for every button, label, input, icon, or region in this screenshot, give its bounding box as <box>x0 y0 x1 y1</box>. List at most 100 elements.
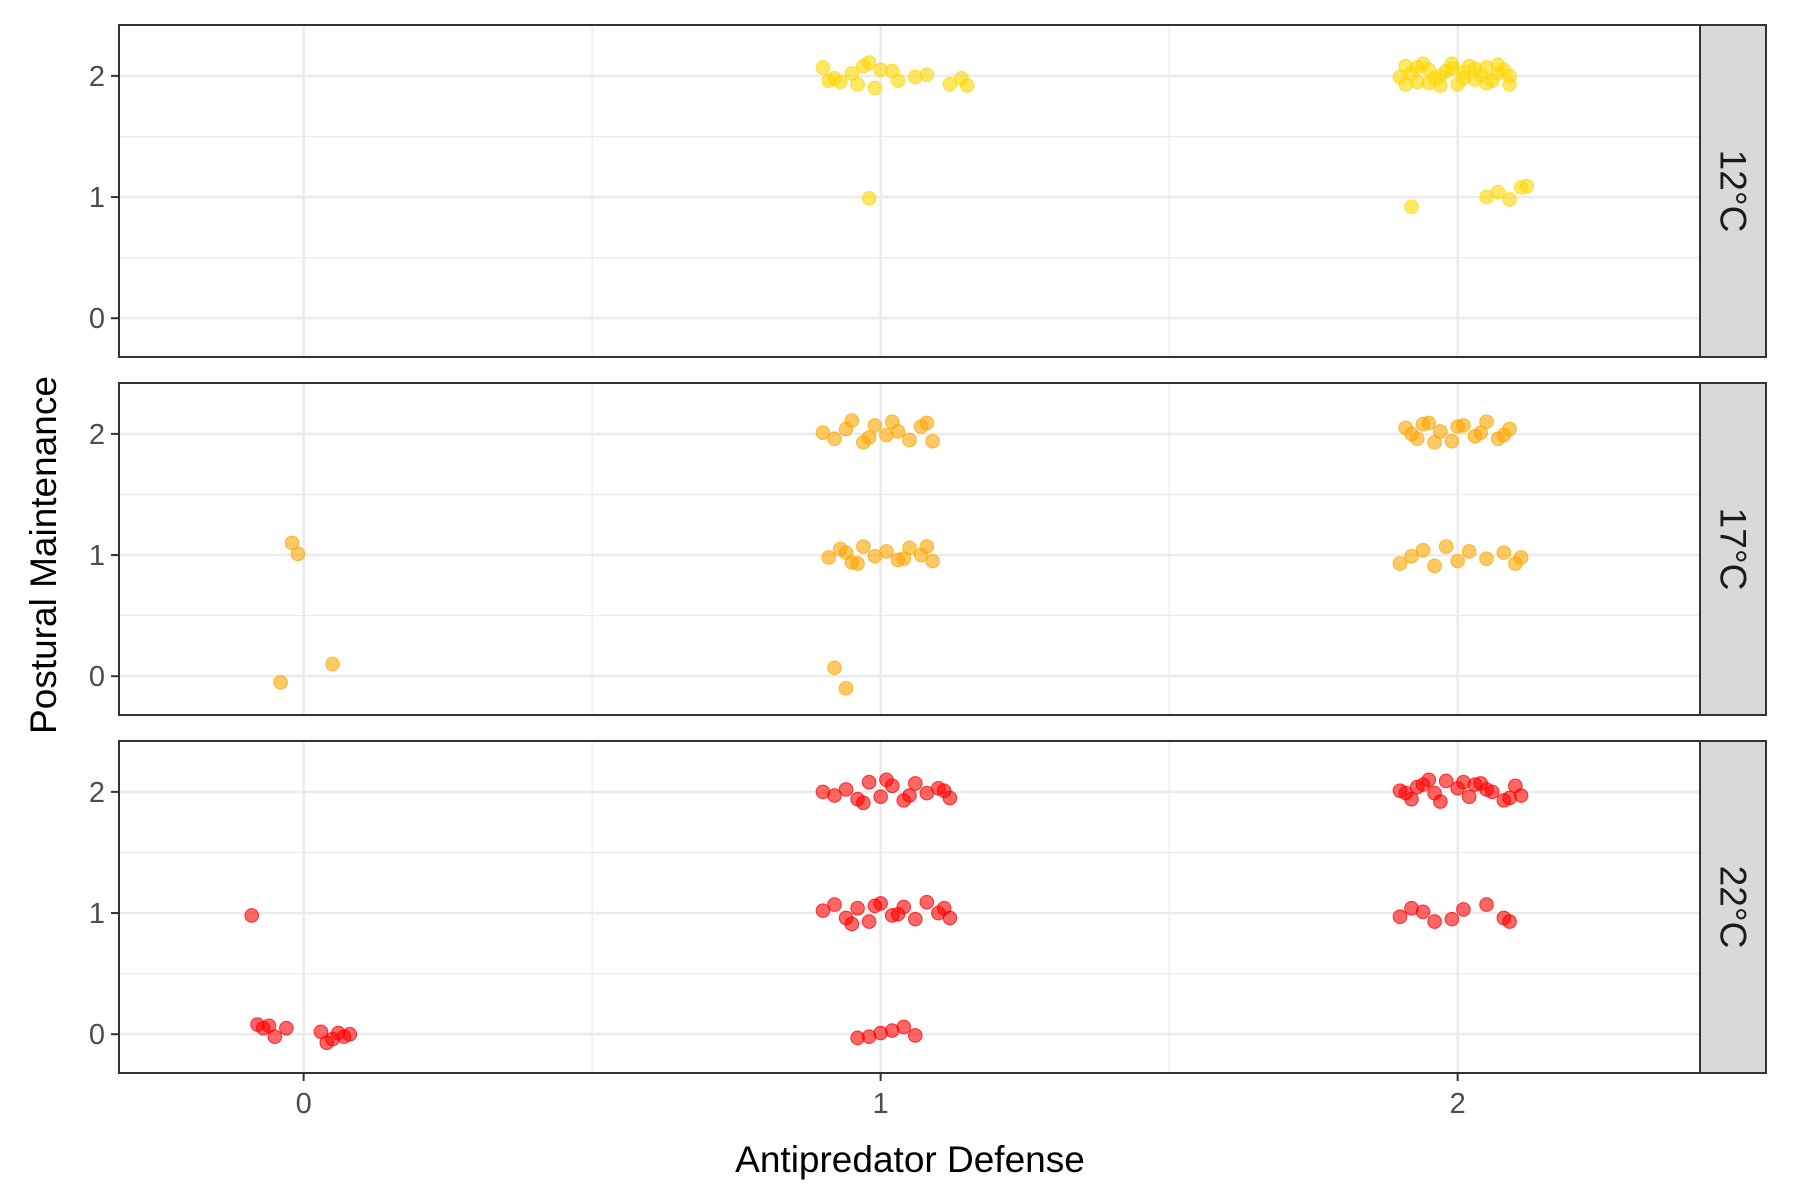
y-tick-label: 2 <box>89 419 105 451</box>
data-point <box>936 900 952 916</box>
data-point <box>861 914 877 929</box>
data-point <box>267 1029 283 1044</box>
data-point <box>1427 435 1442 450</box>
x-axis-title: Antipredator Defense <box>735 1139 1085 1180</box>
data-point <box>919 415 935 431</box>
data-point <box>1404 548 1419 564</box>
data-point <box>844 413 860 428</box>
x-axis: 0 1 2 <box>296 1073 1466 1120</box>
data-point <box>1490 66 1506 81</box>
data-point <box>1409 60 1425 75</box>
facet-strip <box>1699 740 1767 1074</box>
data-point <box>890 73 906 89</box>
data-point <box>867 80 883 96</box>
data-point <box>279 1020 294 1036</box>
data-point <box>1415 542 1431 558</box>
data-point <box>838 681 854 696</box>
y-tick-label: 2 <box>89 61 105 93</box>
points-2 <box>273 413 1529 696</box>
data-point <box>959 78 975 93</box>
data-point <box>1392 909 1408 924</box>
panel-2: 17°C 0 1 2 <box>89 382 1767 716</box>
data-point <box>925 553 940 569</box>
data-point <box>1438 539 1454 554</box>
data-point <box>1461 544 1477 559</box>
panels-layer: 12°C 0 1 2 17°C 0 1 2 22°C 0 1 2 <box>89 24 1767 1074</box>
data-point <box>1415 904 1431 920</box>
panel-3: 22°C 0 1 2 <box>89 740 1767 1074</box>
data-point <box>827 431 842 447</box>
data-point <box>325 656 340 672</box>
data-point <box>907 1028 923 1043</box>
data-point <box>1473 425 1489 440</box>
x-tick-label: 2 <box>1450 1088 1466 1120</box>
data-point <box>1404 199 1419 215</box>
facet-strip-label: 12°C <box>1713 150 1754 233</box>
data-point <box>290 546 306 562</box>
data-point <box>902 432 917 448</box>
data-point <box>919 894 935 910</box>
data-point <box>1502 790 1517 806</box>
data-point <box>850 556 865 571</box>
data-point <box>821 550 837 565</box>
data-point <box>1433 794 1448 809</box>
y-tick-label: 0 <box>89 303 105 335</box>
data-point <box>856 539 871 554</box>
data-point <box>1479 897 1494 912</box>
data-point <box>1450 77 1465 92</box>
x-tick-label: 1 <box>873 1088 889 1120</box>
data-point <box>1502 914 1517 929</box>
data-point <box>1461 789 1477 805</box>
y-tick-label: 0 <box>89 661 105 693</box>
data-point <box>1415 416 1431 432</box>
data-point <box>884 414 900 430</box>
data-point <box>273 674 288 690</box>
data-point <box>1433 68 1448 84</box>
data-point <box>1427 914 1442 929</box>
data-point <box>890 906 906 922</box>
data-point <box>827 660 842 676</box>
data-point <box>821 73 837 89</box>
data-point <box>925 433 940 449</box>
data-point <box>1490 184 1506 200</box>
data-point <box>879 544 894 559</box>
data-point <box>1444 433 1460 449</box>
points-3 <box>244 772 1529 1051</box>
data-point <box>936 783 952 798</box>
data-point <box>861 55 877 70</box>
data-point <box>907 911 923 927</box>
data-point <box>1513 180 1529 195</box>
data-point <box>902 788 917 803</box>
y-tick-label: 0 <box>89 1019 105 1051</box>
data-point <box>1421 75 1437 91</box>
data-point <box>1502 192 1517 207</box>
data-point <box>827 788 842 803</box>
data-point <box>815 425 831 440</box>
data-point <box>838 782 854 797</box>
facet-strip-label: 22°C <box>1713 866 1754 949</box>
y-tick-label: 2 <box>89 777 105 809</box>
data-point <box>1467 72 1483 87</box>
x-tick-label: 0 <box>296 1088 312 1120</box>
data-point <box>342 1026 358 1042</box>
data-point <box>1421 772 1437 788</box>
data-point <box>1479 60 1494 75</box>
panel-1: 12°C 0 1 2 <box>89 24 1767 358</box>
data-point <box>1409 779 1425 795</box>
data-point <box>861 190 877 206</box>
data-point <box>850 77 865 92</box>
data-point <box>861 430 877 445</box>
data-point <box>1398 785 1414 801</box>
data-point <box>1502 77 1517 92</box>
data-point <box>1513 550 1529 565</box>
data-point <box>1427 558 1442 574</box>
data-point <box>919 539 935 554</box>
data-point <box>1479 551 1494 566</box>
data-point <box>1450 553 1465 569</box>
data-point <box>815 60 831 75</box>
y-tick-label: 1 <box>89 898 105 930</box>
data-point <box>1456 902 1471 917</box>
data-point <box>850 900 865 916</box>
data-point <box>815 903 831 918</box>
